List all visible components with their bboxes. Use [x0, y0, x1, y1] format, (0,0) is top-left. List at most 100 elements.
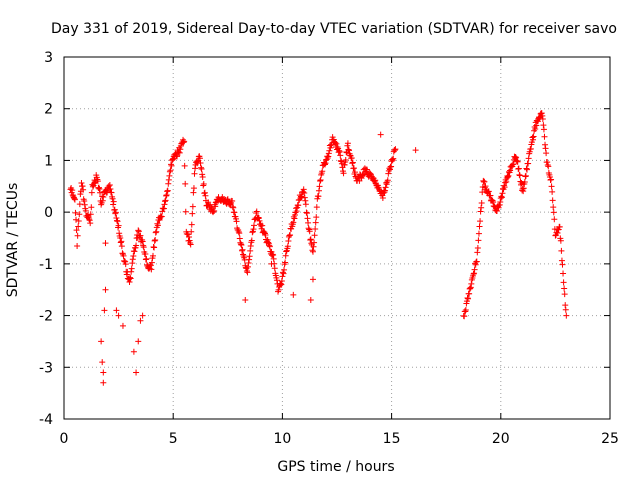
data-point — [130, 253, 137, 260]
data-point — [551, 216, 558, 223]
data-point — [199, 171, 206, 178]
data-point — [471, 270, 478, 277]
data-point — [245, 263, 252, 270]
data-point — [527, 145, 534, 152]
data-point — [187, 241, 194, 248]
data-point — [544, 159, 551, 166]
data-point — [101, 307, 108, 314]
data-point — [487, 192, 494, 199]
data-point — [325, 150, 332, 157]
data-point — [247, 247, 254, 254]
data-point — [78, 180, 85, 187]
data-point — [549, 188, 556, 195]
data-point — [477, 208, 484, 215]
data-point — [135, 227, 142, 234]
data-point — [248, 237, 255, 244]
data-point — [190, 185, 197, 192]
data-point — [513, 154, 520, 161]
data-point — [92, 179, 99, 186]
data-point — [309, 248, 316, 255]
data-point — [189, 210, 196, 217]
data-point — [162, 197, 169, 204]
data-point — [129, 256, 136, 263]
data-point — [384, 177, 391, 184]
x-tick-label: 0 — [60, 431, 69, 447]
data-point — [180, 139, 187, 146]
data-point — [229, 203, 236, 210]
data-point — [325, 153, 332, 160]
data-point — [113, 214, 120, 221]
data-point — [162, 198, 169, 205]
x-tick-label: 25 — [601, 431, 619, 447]
data-point — [283, 248, 290, 255]
data-point — [520, 188, 527, 195]
data-point — [388, 163, 395, 170]
data-point — [279, 269, 286, 276]
data-point — [344, 140, 351, 147]
data-point — [332, 139, 339, 146]
data-point — [108, 189, 115, 196]
data-point — [250, 226, 257, 233]
data-point — [188, 221, 195, 228]
data-point — [165, 176, 172, 183]
data-point — [307, 236, 314, 243]
data-point — [119, 250, 126, 257]
data-point — [367, 170, 374, 177]
y-axis-label: SDTVAR / TECUs — [5, 183, 21, 298]
data-point — [81, 198, 88, 205]
data-point — [270, 252, 277, 259]
data-point — [298, 194, 305, 201]
data-point — [385, 170, 392, 177]
data-point — [291, 215, 298, 222]
data-point — [192, 165, 199, 172]
data-point — [282, 259, 289, 266]
data-point — [547, 177, 554, 184]
data-point — [115, 312, 122, 319]
data-point — [327, 144, 334, 151]
data-point — [499, 190, 506, 197]
data-point — [261, 229, 268, 236]
data-point — [202, 192, 209, 199]
data-point — [268, 260, 275, 267]
data-point — [182, 180, 189, 187]
data-point — [255, 214, 262, 221]
data-point — [117, 239, 124, 246]
data-point — [211, 208, 218, 215]
data-point — [385, 167, 392, 174]
data-point — [293, 208, 300, 215]
data-point — [344, 142, 351, 149]
data-point — [307, 297, 314, 304]
data-point — [541, 133, 548, 140]
data-point — [268, 248, 275, 255]
data-point — [147, 262, 154, 269]
data-point — [518, 180, 525, 187]
data-point — [86, 217, 93, 224]
data-point — [196, 155, 203, 162]
data-point — [182, 208, 189, 215]
data-point — [128, 265, 135, 272]
data-point — [112, 209, 119, 216]
y-tick-label: -2 — [39, 309, 53, 325]
data-point — [346, 147, 353, 154]
data-point — [304, 215, 311, 222]
data-point — [521, 178, 528, 185]
data-point — [113, 307, 120, 314]
data-point — [200, 181, 207, 188]
data-point — [115, 222, 122, 229]
data-point — [165, 180, 172, 187]
data-point — [507, 167, 514, 174]
data-point — [266, 242, 273, 249]
data-point — [102, 240, 109, 247]
data-point — [510, 160, 517, 167]
data-point — [300, 188, 307, 195]
data-point — [109, 195, 116, 202]
data-point — [478, 204, 485, 211]
data-point — [386, 166, 393, 173]
data-point — [253, 210, 260, 217]
data-point — [554, 230, 561, 237]
data-point — [212, 203, 219, 210]
data-point — [99, 193, 106, 200]
data-point — [520, 185, 527, 192]
data-point — [279, 273, 286, 280]
